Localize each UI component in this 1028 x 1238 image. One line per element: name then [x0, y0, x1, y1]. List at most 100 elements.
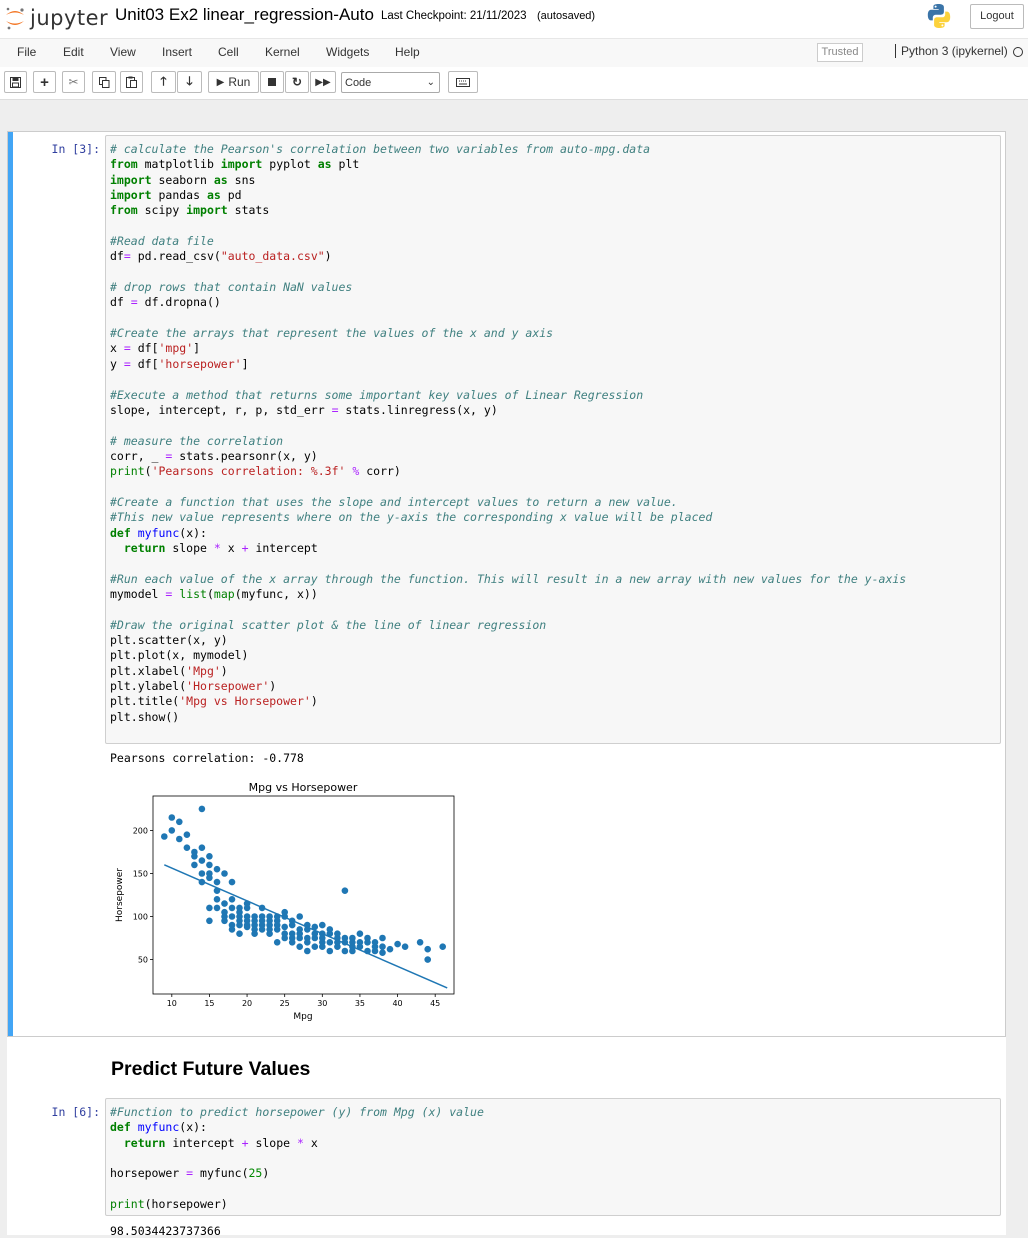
jupyter-logo[interactable]: jupyter: [4, 4, 108, 32]
code-editor[interactable]: [105, 135, 1001, 744]
cut-icon: ✂: [68, 75, 79, 89]
paste-button[interactable]: [120, 71, 143, 93]
notebook-title[interactable]: Unit03 Ex2 linear_regression-Auto: [115, 5, 374, 24]
scatter-point: [221, 900, 228, 907]
scatter-point: [198, 870, 206, 877]
fast-forward-icon: ▶▶: [315, 76, 331, 88]
x-tick-label: 40: [392, 999, 402, 1008]
scatter-point: [228, 913, 236, 920]
code-cell-selected[interactable]: [7, 131, 1006, 1037]
scatter-point: [273, 921, 281, 929]
y-axis-ticks: 50 100 150 200: [133, 826, 153, 965]
jupyter-icon: [6, 7, 24, 30]
scatter-point: [183, 831, 191, 838]
copy-button[interactable]: [92, 71, 116, 93]
save-button[interactable]: [4, 71, 27, 93]
scatter-point: [228, 896, 236, 903]
scatter-point: [213, 878, 221, 886]
scatter-point: [386, 945, 394, 953]
scatter-point: [206, 870, 213, 877]
scatter-point: [356, 943, 364, 950]
trusted-indicator[interactable]: Trusted: [817, 43, 863, 62]
scatter-point: [296, 930, 303, 937]
scatter-point: [243, 904, 251, 912]
restart-button[interactable]: ↻: [285, 71, 309, 93]
scatter-point: [236, 913, 243, 920]
scatter-point: [198, 857, 206, 864]
move-down-button[interactable]: 🡓: [177, 71, 202, 93]
menubar: File Edit View Insert Cell Kernel Widget…: [0, 38, 1028, 68]
scatter-point: [161, 833, 168, 840]
scatter-point: [326, 926, 334, 933]
scatter-point: [176, 818, 183, 826]
scatter-point: [319, 934, 326, 942]
menu-file[interactable]: File: [17, 45, 37, 59]
menu-kernel[interactable]: Kernel: [265, 45, 300, 59]
x-tick-label: 20: [242, 999, 252, 1008]
scatter-point: [168, 814, 176, 821]
input-prompt-2: In [6]:: [51, 1105, 100, 1119]
scatter-point: [198, 805, 206, 813]
menu-cell[interactable]: Cell: [218, 45, 239, 59]
code-text-2[interactable]: #Function to predict horsepower (y) from…: [110, 1105, 484, 1212]
input-prompt: In [3]:: [51, 142, 100, 156]
cell-type-select[interactable]: Code ⌄: [341, 72, 440, 93]
cell-selection-bar: [8, 132, 13, 1036]
menu-view[interactable]: View: [110, 45, 136, 59]
menu-insert[interactable]: Insert: [162, 45, 193, 59]
scatter-point: [341, 887, 349, 894]
scatter-point: [206, 917, 213, 925]
run-icon: ▶: [216, 76, 225, 88]
scatter-point: [251, 917, 258, 925]
x-tick-label: 35: [355, 999, 365, 1008]
scatter-point: [341, 934, 349, 942]
scatter-point: [364, 934, 371, 942]
scatter-point: [228, 926, 236, 933]
scatter-point: [349, 947, 356, 955]
scatter-point: [266, 930, 273, 937]
y-axis-label: Horsepower: [115, 868, 125, 922]
scatter-point: [168, 827, 176, 834]
scatter-point: [304, 939, 311, 946]
move-up-icon: 🡑: [160, 73, 167, 88]
scatter-point: [206, 853, 213, 860]
run-button[interactable]: ▶ Run: [208, 71, 259, 93]
run-label: Run: [228, 75, 251, 89]
code-text[interactable]: # calculate the Pearson's correlation be…: [110, 142, 907, 724]
scatter-point: [281, 908, 288, 916]
output-text: Pearsons correlation: -0.778: [110, 751, 304, 765]
stop-button[interactable]: [260, 71, 284, 93]
scatter-point: [379, 934, 386, 942]
scatter-point: [379, 949, 386, 956]
menu-edit[interactable]: Edit: [63, 45, 84, 59]
restart-icon: ↻: [291, 75, 303, 89]
scatter-point: [394, 940, 401, 948]
scatter-point: [439, 943, 447, 950]
scatter-point: [176, 835, 183, 843]
scatter-point: [191, 848, 198, 856]
move-up-button[interactable]: 🡑: [151, 71, 176, 93]
keyboard-icon: [456, 77, 470, 87]
restart-run-all-button[interactable]: ▶▶: [310, 71, 336, 93]
menu-help[interactable]: Help: [395, 45, 420, 59]
logout-button[interactable]: Logout: [970, 4, 1024, 29]
code-editor-2[interactable]: [105, 1098, 1001, 1216]
kernel-idle-icon: [1013, 47, 1023, 57]
scatter-point: [213, 865, 221, 873]
add-cell-icon: +: [40, 73, 49, 91]
command-palette-button[interactable]: [448, 71, 478, 93]
menu-widgets[interactable]: Widgets: [326, 45, 370, 59]
scatter-point: [424, 945, 432, 953]
scatter-point: [251, 930, 258, 937]
scatter-point: [198, 844, 206, 851]
add-cell-button[interactable]: +: [33, 71, 56, 93]
scatter-point: [213, 904, 221, 912]
scatter-point: [401, 943, 409, 950]
scatter-point: [326, 939, 334, 946]
python-logo-icon: [927, 4, 951, 28]
plot-area: [152, 795, 455, 995]
kernel-name[interactable]: Python 3 (ipykernel): [895, 44, 1008, 58]
cut-button[interactable]: ✂: [62, 71, 85, 93]
scatter-point: [304, 947, 311, 955]
scatter-point: [371, 939, 379, 946]
